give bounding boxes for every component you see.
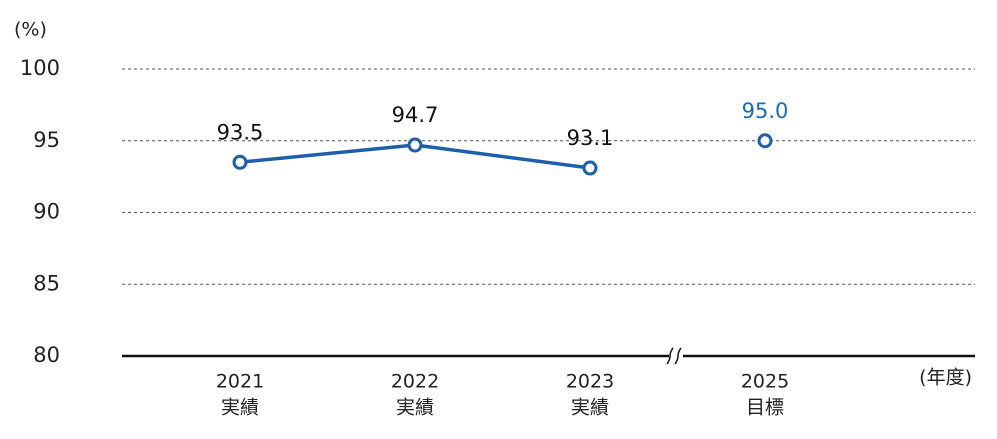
y-tick-label: 80 <box>33 343 60 367</box>
x-tick-label: 2023 <box>566 371 614 393</box>
x-tick-label: 2022 <box>391 371 439 393</box>
marker <box>757 133 773 149</box>
x-tick-label: 2025 <box>741 371 789 393</box>
data-label: 95.0 <box>742 99 789 123</box>
data-label: 94.7 <box>392 103 439 127</box>
data-label: 93.5 <box>217 120 264 144</box>
x-unit-label: (年度) <box>919 367 972 389</box>
marker <box>407 137 423 153</box>
data-label: 93.1 <box>567 126 614 150</box>
axis-break <box>666 347 674 365</box>
axis-break <box>674 347 682 365</box>
y-tick-label: 100 <box>20 56 60 80</box>
x-tick-sublabel: 目標 <box>746 397 784 419</box>
y-tick-label: 85 <box>33 271 60 295</box>
plot: 93.5 94.7 93.1 95.0 <box>217 99 789 176</box>
marker <box>232 154 248 170</box>
x-tick-sublabel: 実績 <box>396 397 434 419</box>
x-tick-label: 2021 <box>216 371 264 393</box>
x-tick-sublabel: 実績 <box>221 397 259 419</box>
y-tick-label: 90 <box>33 200 60 224</box>
y-tick-label: 95 <box>33 128 60 152</box>
marker <box>582 160 598 176</box>
grid: 80 85 90 95 100 2021 実績 2022 実績 2023 実績 2025 目標 <box>20 56 975 419</box>
x-tick-sublabel: 実績 <box>571 397 609 419</box>
y-unit-label: (%) <box>14 19 47 41</box>
